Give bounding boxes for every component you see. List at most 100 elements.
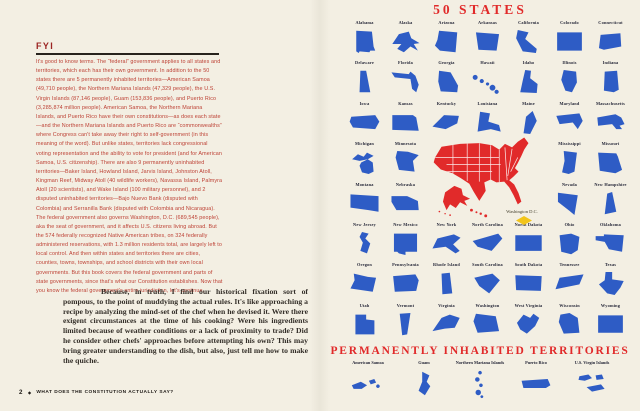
territory-shape-american-samoa	[351, 379, 380, 389]
territory-item: Northern Mariana Islands	[455, 360, 506, 400]
running-title: WHAT DOES THE CONSTITUTION ACTUALLY SAY?	[36, 390, 174, 395]
state-item: Delaware	[344, 60, 385, 100]
state-item: Louisiana	[467, 101, 508, 141]
state-shape-new-hampshire	[604, 191, 617, 214]
territory-item: U.S. Virgin Islands	[567, 360, 618, 400]
state-label: Virginia	[438, 302, 455, 308]
state-label: Georgia	[438, 60, 455, 66]
washington-dc-shape-icon	[516, 216, 532, 225]
us-map-graphic	[433, 137, 529, 218]
state-shape-colorado	[557, 32, 582, 51]
state-item: Texas	[590, 262, 631, 302]
state-item: New Jersey	[344, 222, 385, 262]
state-item: Illinois	[549, 60, 590, 100]
state-shape-connecticut	[598, 33, 622, 50]
state-shape-montana	[350, 193, 379, 212]
territory-item: Puerto Rico	[511, 360, 562, 400]
state-item: California	[508, 20, 549, 60]
state-label: Massachusetts	[595, 100, 626, 106]
state-item: Alabama	[344, 20, 385, 60]
state-label: Alaska	[398, 20, 413, 25]
state-label: Arizona	[438, 20, 455, 25]
state-label: Oklahoma	[600, 221, 621, 227]
state-shape-west-virginia	[516, 313, 540, 334]
state-shape-new-york	[432, 234, 461, 254]
state-shape-south-dakota	[515, 275, 542, 292]
state-shape-north-carolina	[472, 233, 503, 251]
state-item: New Hampshire	[590, 182, 631, 222]
state-label: Utah	[359, 302, 370, 308]
territory-label: Guam	[418, 360, 430, 365]
state-label: Maine	[522, 100, 535, 106]
state-label: Montana	[355, 181, 374, 187]
state-shape-maine	[523, 110, 537, 134]
state-shape-illinois	[561, 70, 577, 93]
left-page: FYI It's good to know terms. The “federa…	[19, 41, 308, 396]
state-label: Washington	[475, 302, 500, 308]
state-item: Georgia	[426, 60, 467, 100]
state-label: Louisiana	[477, 100, 498, 106]
state-label: Wyoming	[600, 302, 621, 308]
territory-label: Northern Mariana Islands	[455, 360, 505, 365]
state-item: Iowa	[344, 101, 385, 141]
fyi-rule	[36, 53, 219, 55]
state-label: Michigan	[354, 141, 375, 147]
state-label: West Virginia	[514, 302, 543, 308]
state-label: Alabama	[355, 20, 374, 25]
state-shape-alabama	[356, 30, 376, 54]
state-item: Massachusetts	[590, 101, 631, 141]
territory-shape-u-s-virgin-islands	[578, 374, 605, 392]
state-label: Kansas	[398, 100, 413, 106]
state-shape-tennessee	[555, 274, 584, 290]
state-label: North Carolina	[471, 221, 503, 227]
state-item: Oregon	[344, 262, 385, 302]
territories-title: PERMANENTLY INHABITED TERRITORIES	[330, 345, 630, 357]
state-shape-kansas	[392, 114, 419, 131]
state-label: Iowa	[359, 100, 370, 106]
page-footer: 2 ◆ WHAT DOES THE CONSTITUTION ACTUALLY …	[19, 389, 174, 396]
state-shape-kentucky	[432, 114, 459, 129]
state-label: Illinois	[562, 60, 577, 66]
state-label: Delaware	[355, 60, 374, 66]
state-shape-louisiana	[477, 111, 501, 132]
territory-label: Puerto Rico	[525, 360, 547, 365]
state-label: Oregon	[357, 262, 372, 268]
state-label: Minnesota	[394, 141, 417, 147]
state-item: West Virginia	[508, 303, 549, 343]
state-item: Virginia	[426, 303, 467, 343]
state-label: Florida	[397, 60, 413, 66]
footer-separator-icon: ◆	[27, 391, 32, 395]
state-item: Indiana	[590, 60, 631, 100]
territory-label: U.S. Virgin Islands	[574, 360, 610, 365]
state-shape-washington	[473, 313, 500, 333]
right-page: 50 STATES Alabama Alaska Arizona Arkansas Ca…	[320, 0, 640, 411]
state-label: South Carolina	[472, 262, 503, 268]
state-shape-iowa	[349, 114, 380, 129]
state-label: Tennessee	[559, 262, 580, 268]
state-shape-idaho	[520, 70, 538, 94]
state-item: Ohio	[549, 222, 590, 262]
state-item: Utah	[344, 303, 385, 343]
washington-dc-label: Washington D.C.	[506, 209, 538, 214]
state-label: Vermont	[396, 302, 415, 308]
state-item: Maine	[508, 101, 549, 141]
state-item: South Dakota	[508, 262, 549, 302]
state-item: Missouri	[590, 141, 631, 181]
state-shape-georgia	[438, 71, 459, 93]
state-label: Ohio	[564, 221, 575, 227]
territory-item: Guam	[399, 360, 450, 400]
state-item: Alaska	[385, 20, 426, 60]
state-label: Hawaii	[480, 60, 495, 66]
state-label: New Jersey	[353, 221, 376, 227]
state-shape-pennsylvania	[393, 274, 419, 293]
state-label: Nebraska	[395, 181, 416, 187]
state-item: Arkansas	[467, 20, 508, 60]
state-shape-california	[516, 29, 537, 54]
state-item: Washington	[467, 303, 508, 343]
territory-item: American Samoa	[343, 360, 394, 400]
state-shape-wisconsin	[558, 312, 580, 334]
state-shape-virginia	[432, 314, 460, 331]
state-shape-north-dakota	[515, 235, 542, 251]
state-label: Pennsylvania	[392, 262, 419, 268]
